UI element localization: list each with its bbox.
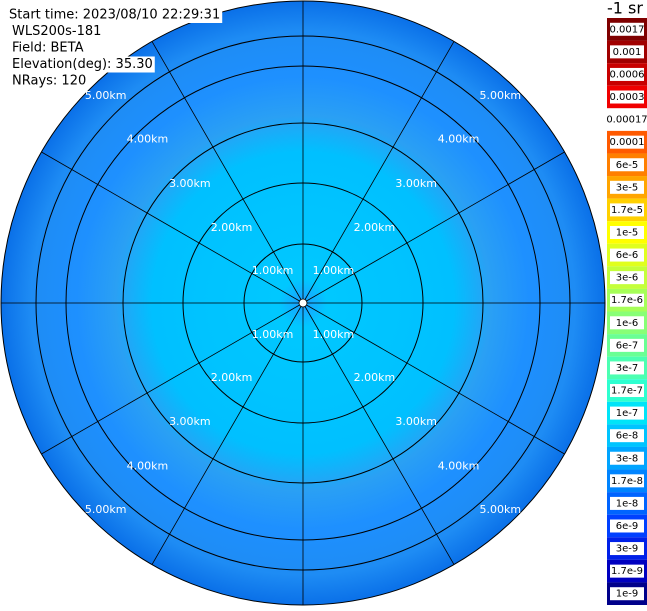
colorbar-label: 6e-9: [616, 521, 639, 532]
azimuth-spoke: [41, 302, 304, 455]
colorbar-label: 1.7e-8: [611, 476, 643, 487]
azimuth-spoke: [41, 151, 304, 304]
info-line: Elevation(deg): 35.30: [12, 57, 153, 72]
info-line: Start time: 2023/08/10 22:29:31: [9, 8, 220, 23]
label-background: [610, 587, 644, 601]
range-label: 4.00km: [438, 133, 480, 146]
colorbar-label: 0.0003: [610, 92, 645, 103]
label-background: [610, 316, 644, 330]
info-line: WLS200s-181: [12, 24, 101, 39]
label-background: [610, 113, 644, 127]
info-line: NRays: 120: [12, 74, 86, 89]
colorbar-label: 3e-9: [616, 544, 639, 555]
label-background: [610, 542, 644, 556]
range-label: 2.00km: [354, 221, 396, 234]
label-background: [610, 45, 644, 59]
label-background: [610, 338, 644, 352]
range-label: 5.00km: [85, 503, 127, 516]
range-label: 2.00km: [211, 221, 253, 234]
label-background: [610, 158, 644, 172]
range-label: 3.00km: [169, 177, 211, 190]
colorbar-label: 0.0001: [610, 137, 645, 148]
center-mark: [298, 298, 308, 308]
colorbar-label: 6e-5: [616, 160, 639, 171]
label-background: [610, 429, 644, 443]
range-label: 4.00km: [127, 133, 169, 146]
colorbar-label: 1e-9: [616, 589, 639, 600]
colorbar-label: 1e-5: [616, 227, 639, 238]
range-label: 3.00km: [395, 415, 437, 428]
colorbar-label: 1.7e-6: [611, 295, 643, 306]
colorbar: -1 sr 0.0017 0.001 0.0006 0.0003 0.00017 0.000…: [606, 0, 647, 605]
range-label: 5.00km: [85, 89, 127, 102]
azimuth-spoke: [302, 302, 565, 455]
colorbar-label: 1e-7: [616, 408, 639, 419]
colorbar-label: 6e-6: [616, 250, 639, 261]
colorbar-label: 1.7e-9: [611, 566, 643, 577]
label-background: [610, 564, 644, 578]
range-label: 2.00km: [354, 371, 396, 384]
label-background: [610, 474, 644, 488]
label-background: [610, 135, 644, 149]
info-background: [10, 40, 86, 56]
label-background: [610, 271, 644, 285]
colorbar-label: 3e-5: [616, 182, 639, 193]
label-background: [610, 496, 644, 510]
label-background: [610, 248, 644, 262]
label-background: [610, 451, 644, 465]
info-background: [7, 7, 223, 23]
colorbar-label: 6e-8: [616, 431, 639, 442]
colorbar-label: 6e-7: [616, 340, 639, 351]
label-background: [610, 406, 644, 420]
label-background: [610, 67, 644, 81]
range-label: 4.00km: [438, 459, 480, 472]
label-background: [610, 203, 644, 217]
label-background: [610, 384, 644, 398]
azimuth-spoke: [151, 302, 304, 565]
azimuth-spoke: [302, 302, 455, 565]
range-label: 5.00km: [479, 89, 521, 102]
label-background: [610, 293, 644, 307]
range-label: 1.00km: [252, 328, 294, 341]
label-background: [610, 22, 644, 36]
colorbar-label: 3e-6: [616, 273, 639, 284]
colorbar-label: 3e-8: [616, 453, 639, 464]
label-background: [610, 225, 644, 239]
info-background: [10, 73, 89, 89]
info-background: [10, 23, 104, 40]
info-background: [10, 56, 155, 73]
colorbar-label: 0.00017: [606, 115, 647, 126]
colorbar-label: 3e-7: [616, 363, 639, 374]
range-label: 1.00km: [313, 328, 355, 341]
range-label: 3.00km: [169, 415, 211, 428]
colorbar-label: 0.0006: [610, 69, 645, 80]
azimuth-spoke: [302, 41, 455, 304]
colorbar-label: 0.0017: [610, 24, 645, 35]
info-box: Start time: 2023/08/10 22:29:31WLS200s-1…: [7, 7, 223, 89]
colorbar-label: 1e-8: [616, 498, 639, 509]
range-label: 2.00km: [211, 371, 253, 384]
range-label: 1.00km: [252, 264, 294, 277]
info-line: Field: BETA: [12, 41, 84, 56]
range-label: 4.00km: [127, 459, 169, 472]
range-label: 5.00km: [479, 503, 521, 516]
colorbar-label: 1.7e-7: [611, 386, 643, 397]
range-label: 1.00km: [313, 264, 355, 277]
azimuth-spoke: [151, 41, 304, 304]
colorbar-label: 1.7e-5: [611, 205, 643, 216]
range-label: 3.00km: [395, 177, 437, 190]
label-background: [610, 361, 644, 375]
label-background: [610, 90, 644, 104]
colorbar-label: 0.001: [613, 47, 642, 58]
label-background: [610, 180, 644, 194]
polar-grid: 1.00km 1.00km 1.00km 1.00km 2.00km 2.00km 2.00…: [0, 0, 606, 606]
colorbar-title: -1 sr: [607, 0, 643, 18]
label-background: [610, 519, 644, 533]
azimuth-spoke: [302, 151, 565, 304]
colorbar-label: 1e-6: [616, 318, 639, 329]
